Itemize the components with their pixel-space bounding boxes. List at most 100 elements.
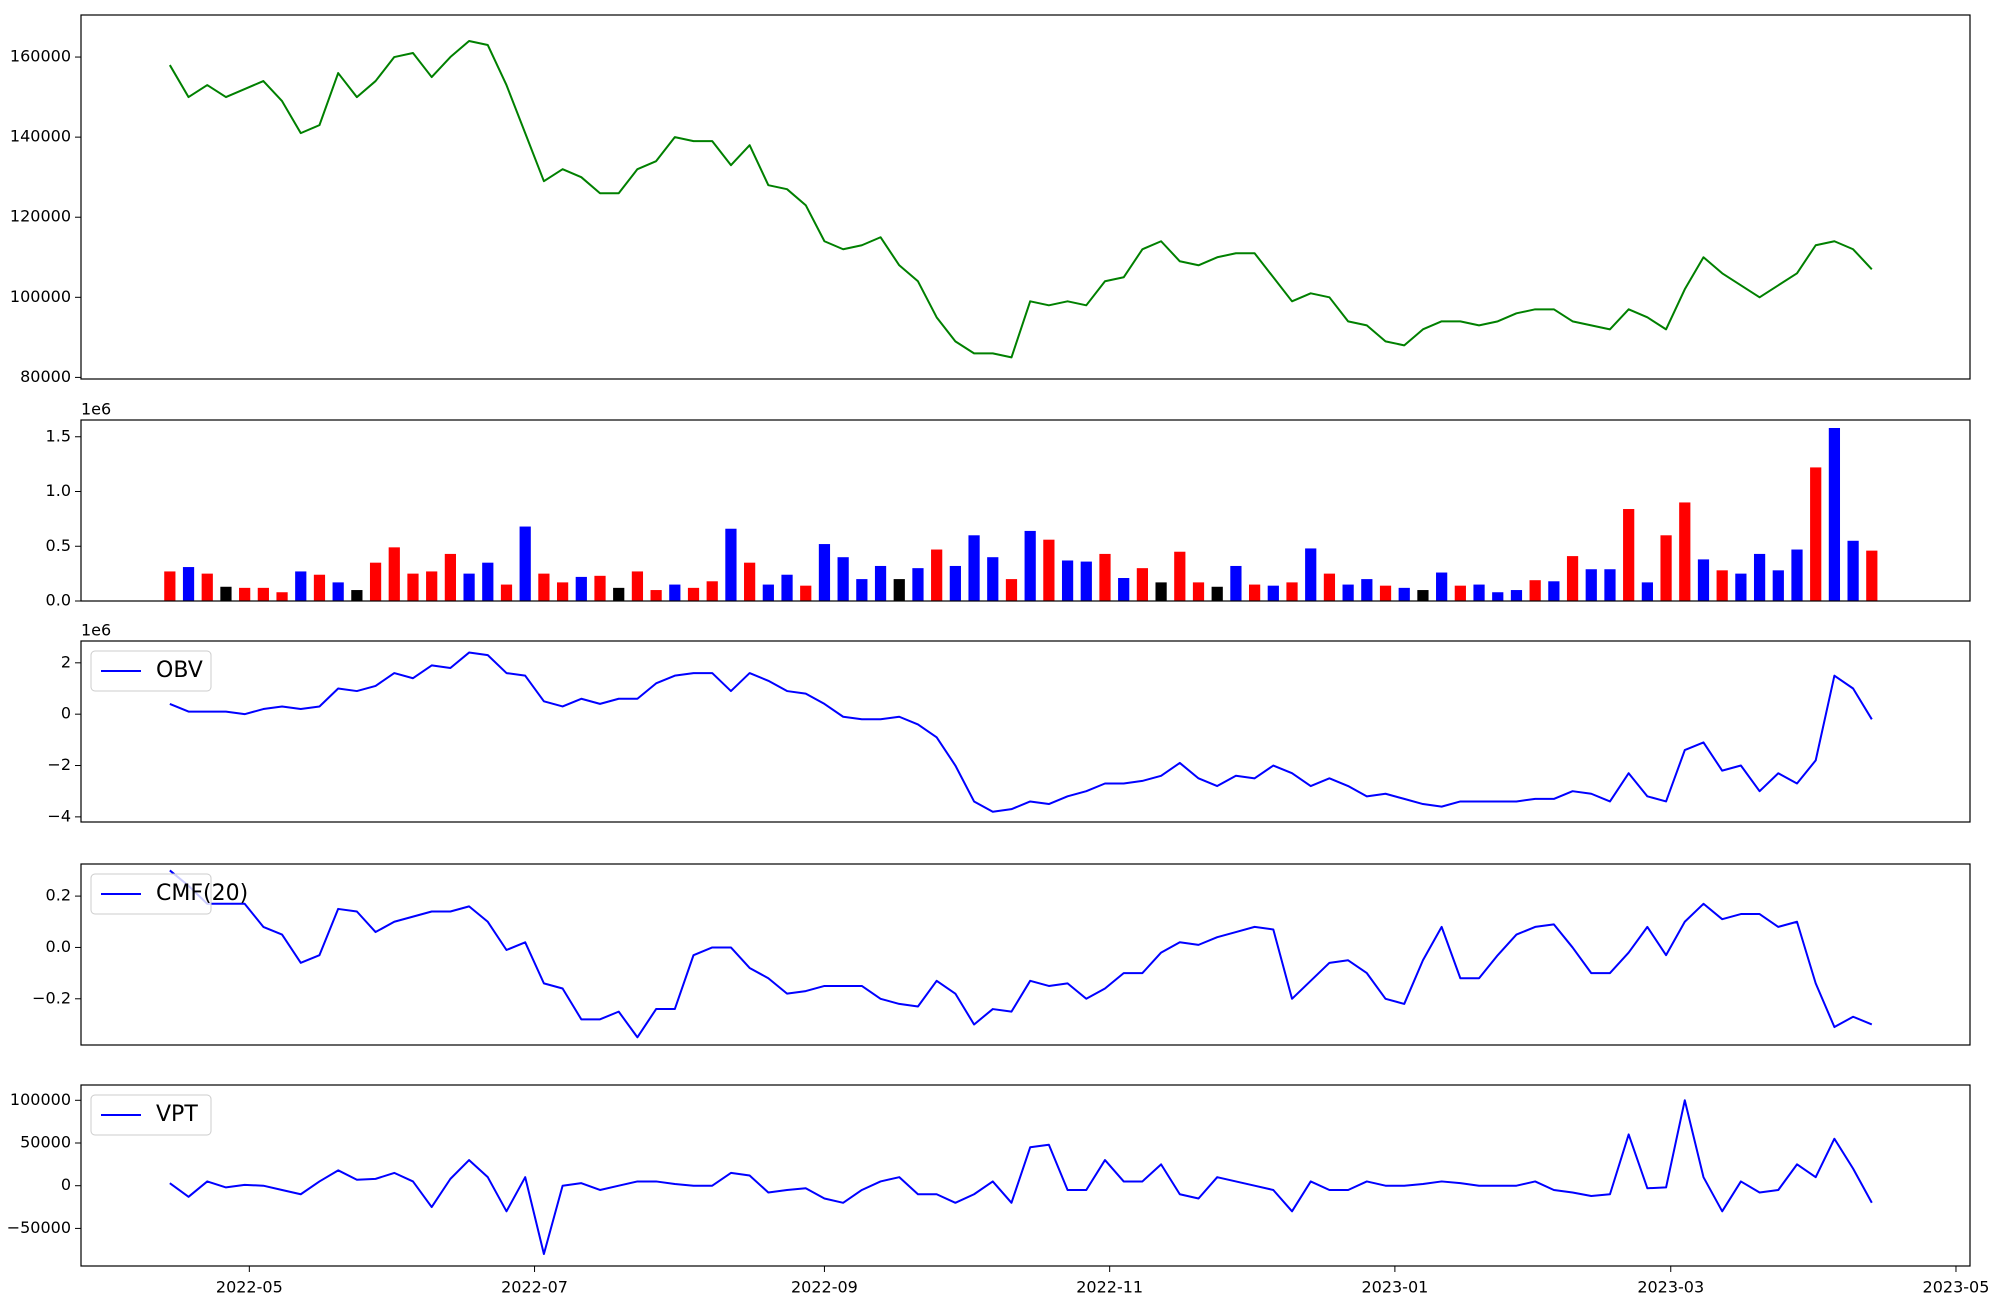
y-tick-label: 80000 bbox=[20, 367, 71, 386]
bar bbox=[613, 587, 625, 601]
bar bbox=[1623, 509, 1635, 601]
bar bbox=[1847, 540, 1859, 601]
bar bbox=[1080, 561, 1092, 601]
y-tick-label: 140000 bbox=[10, 127, 71, 146]
y-tick-label: 160000 bbox=[10, 47, 71, 66]
x-tick-label: 2022-09 bbox=[791, 1278, 858, 1297]
bar bbox=[239, 587, 251, 601]
bar bbox=[351, 590, 363, 601]
bar bbox=[669, 584, 681, 601]
y-tick-label: 120000 bbox=[10, 207, 71, 226]
bar bbox=[1566, 556, 1579, 601]
bar bbox=[1024, 530, 1036, 601]
y-tick-label: 0.5 bbox=[46, 536, 71, 555]
bar bbox=[1342, 584, 1354, 601]
bar bbox=[1772, 570, 1784, 601]
bar bbox=[1361, 579, 1373, 601]
bar bbox=[650, 590, 662, 601]
y-tick-label: 1.0 bbox=[46, 481, 71, 500]
y-tick-label: 100000 bbox=[10, 1090, 71, 1109]
x-tick-label: 2022-05 bbox=[216, 1278, 283, 1297]
bar bbox=[295, 571, 307, 601]
bar bbox=[500, 584, 513, 601]
line bbox=[169, 869, 1873, 1039]
bar bbox=[1061, 560, 1074, 601]
bar bbox=[1473, 584, 1485, 601]
bar bbox=[1604, 569, 1616, 601]
y-tick-label: −0.2 bbox=[32, 988, 71, 1007]
bar bbox=[426, 571, 438, 601]
bar bbox=[744, 562, 756, 601]
bar bbox=[182, 567, 195, 601]
bar bbox=[332, 582, 344, 601]
bar bbox=[1735, 573, 1747, 601]
bar bbox=[1379, 585, 1392, 601]
bar bbox=[1005, 579, 1018, 601]
axes-frame bbox=[80, 419, 1971, 602]
bar bbox=[1641, 582, 1653, 601]
legend-box bbox=[90, 873, 212, 915]
y-tick-label: 50000 bbox=[20, 1132, 71, 1151]
legend-label: CMF(20) bbox=[156, 881, 248, 906]
bar bbox=[1510, 590, 1523, 601]
bar bbox=[1305, 548, 1317, 601]
bar bbox=[1529, 580, 1541, 601]
bar bbox=[931, 549, 943, 601]
bar bbox=[1192, 582, 1205, 601]
legend-label: OBV bbox=[156, 658, 203, 683]
bar bbox=[538, 573, 550, 601]
axes-frame bbox=[80, 14, 1971, 380]
y-tick-label: 2 bbox=[61, 652, 71, 671]
bar bbox=[818, 544, 831, 601]
bar bbox=[987, 557, 999, 601]
bar bbox=[1174, 551, 1186, 601]
bar bbox=[781, 574, 793, 601]
bar bbox=[1810, 467, 1822, 601]
bar bbox=[1286, 582, 1298, 601]
bar bbox=[1267, 585, 1279, 601]
bar bbox=[257, 587, 269, 601]
x-tick-label: 2023-05 bbox=[1923, 1278, 1990, 1297]
x-tick-label: 2022-11 bbox=[1076, 1278, 1143, 1297]
y-tick-label: 100000 bbox=[10, 287, 71, 306]
bar bbox=[1043, 539, 1055, 601]
bar bbox=[463, 573, 475, 601]
bar bbox=[687, 587, 700, 601]
bar bbox=[1099, 553, 1111, 601]
bar bbox=[800, 585, 812, 601]
x-tick-label: 2023-01 bbox=[1361, 1278, 1428, 1297]
bar bbox=[949, 565, 961, 601]
bar bbox=[407, 573, 419, 601]
bar bbox=[444, 553, 456, 601]
axes-frame bbox=[80, 1084, 1971, 1267]
axes-frame bbox=[80, 863, 1971, 1046]
bar bbox=[519, 526, 531, 601]
bar bbox=[1230, 565, 1242, 601]
legend-label: VPT bbox=[156, 1102, 198, 1127]
bar bbox=[856, 579, 868, 601]
bar bbox=[1791, 549, 1803, 601]
bar bbox=[388, 547, 400, 601]
bar bbox=[1136, 568, 1149, 601]
y-tick-label: −50000 bbox=[7, 1218, 71, 1237]
bar bbox=[837, 557, 849, 601]
bar bbox=[1548, 581, 1560, 601]
line bbox=[169, 651, 1873, 813]
bar bbox=[1211, 586, 1223, 601]
bar bbox=[874, 565, 887, 601]
line bbox=[168, 40, 1873, 359]
bar bbox=[1585, 569, 1597, 601]
y-tick-label: 0.0 bbox=[46, 937, 71, 956]
bar bbox=[313, 574, 326, 601]
y-tick-label: 0 bbox=[61, 704, 71, 723]
bar bbox=[1716, 570, 1728, 601]
bar bbox=[556, 582, 569, 601]
bar bbox=[893, 579, 905, 601]
bar bbox=[968, 535, 980, 601]
legend-box bbox=[90, 650, 212, 692]
bar bbox=[1118, 578, 1130, 601]
bar bbox=[1155, 582, 1167, 601]
bar bbox=[276, 592, 288, 601]
bar bbox=[1492, 592, 1504, 601]
